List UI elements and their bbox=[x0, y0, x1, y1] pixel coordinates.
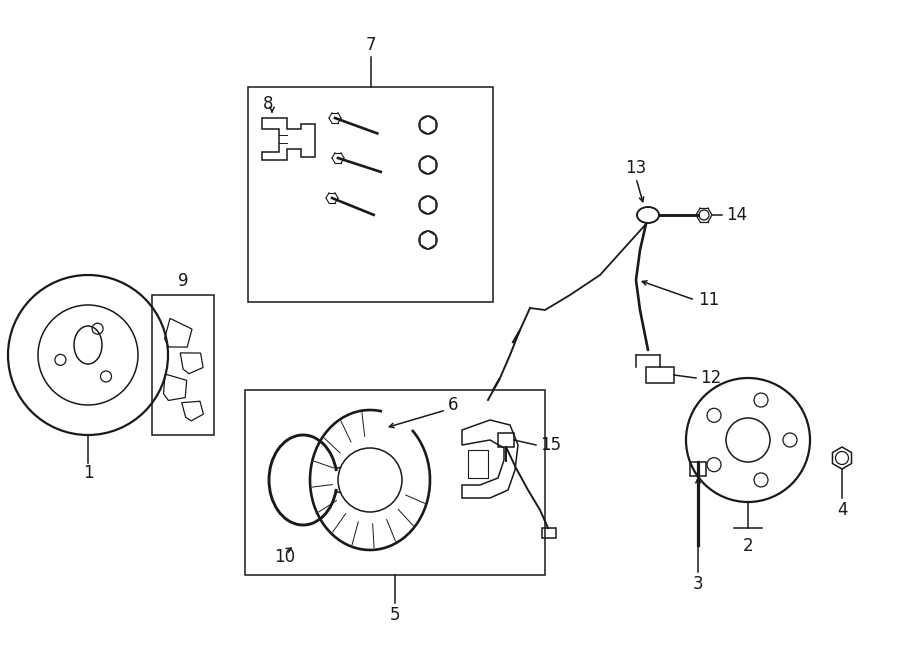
Bar bbox=[542, 528, 556, 538]
Bar bbox=[690, 462, 706, 476]
Bar bbox=[248, 87, 493, 302]
Text: 2: 2 bbox=[742, 537, 753, 555]
Text: 15: 15 bbox=[540, 436, 561, 454]
Bar bbox=[468, 450, 488, 478]
Bar bbox=[245, 390, 545, 575]
Bar bbox=[152, 295, 214, 435]
Text: 11: 11 bbox=[698, 291, 719, 309]
Text: 3: 3 bbox=[693, 575, 703, 593]
Text: 1: 1 bbox=[83, 464, 94, 482]
Text: 7: 7 bbox=[365, 36, 376, 54]
Bar bbox=[646, 367, 674, 383]
Text: 5: 5 bbox=[390, 606, 400, 624]
Text: 13: 13 bbox=[626, 159, 646, 177]
Text: 6: 6 bbox=[448, 396, 458, 414]
Text: 14: 14 bbox=[726, 206, 747, 224]
Text: 8: 8 bbox=[263, 95, 274, 113]
Text: 9: 9 bbox=[178, 272, 188, 290]
Text: 4: 4 bbox=[837, 501, 847, 519]
Bar bbox=[498, 433, 514, 447]
Text: 12: 12 bbox=[700, 369, 721, 387]
Text: 10: 10 bbox=[274, 548, 295, 566]
